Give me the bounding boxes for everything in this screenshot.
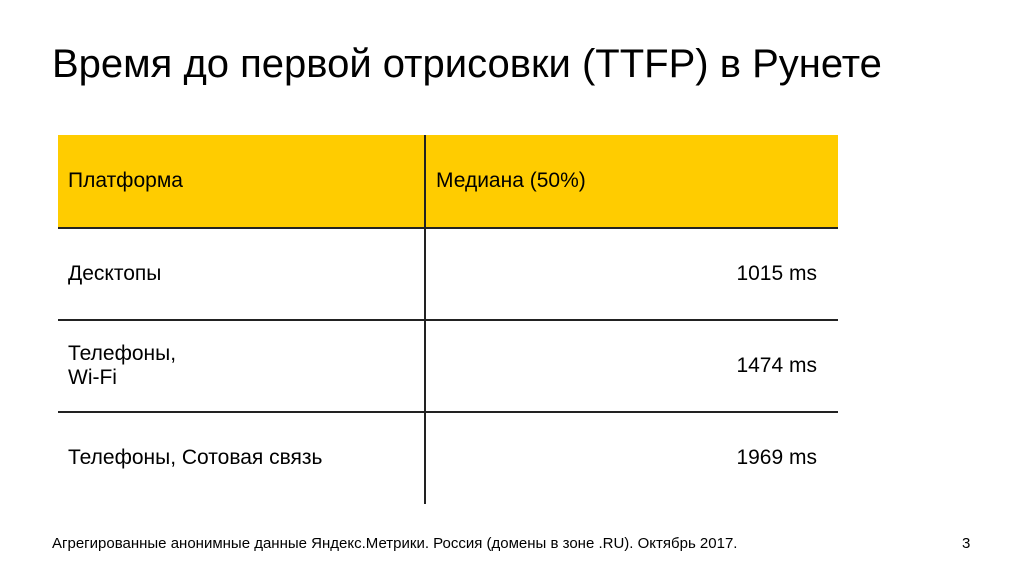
row-divider <box>58 227 838 229</box>
header-cell: Платформа <box>68 169 183 192</box>
table-cell: 1474 ms <box>736 354 817 377</box>
slide-title: Время до первой отрисовки (TTFP) в Рунет… <box>52 42 882 86</box>
header-row <box>58 135 838 228</box>
header-cell: Медиана (50%) <box>436 169 586 192</box>
table: Платформа Медиана (50%) Десктопы 1015 ms… <box>58 135 838 504</box>
column-divider <box>424 135 426 504</box>
page-number: 3 <box>962 535 971 552</box>
footnote: Агрегированные анонимные данные Яндекс.М… <box>52 535 738 552</box>
table-cell: 1015 ms <box>736 262 817 285</box>
row-divider <box>58 319 838 321</box>
row-divider <box>58 411 838 413</box>
table-cell: 1969 ms <box>736 446 817 469</box>
table-cell: Десктопы <box>68 262 162 285</box>
table-cell: Телефоны, Wi-Fi <box>68 342 177 389</box>
table-cell: Телефоны, Сотовая связь <box>68 446 323 469</box>
